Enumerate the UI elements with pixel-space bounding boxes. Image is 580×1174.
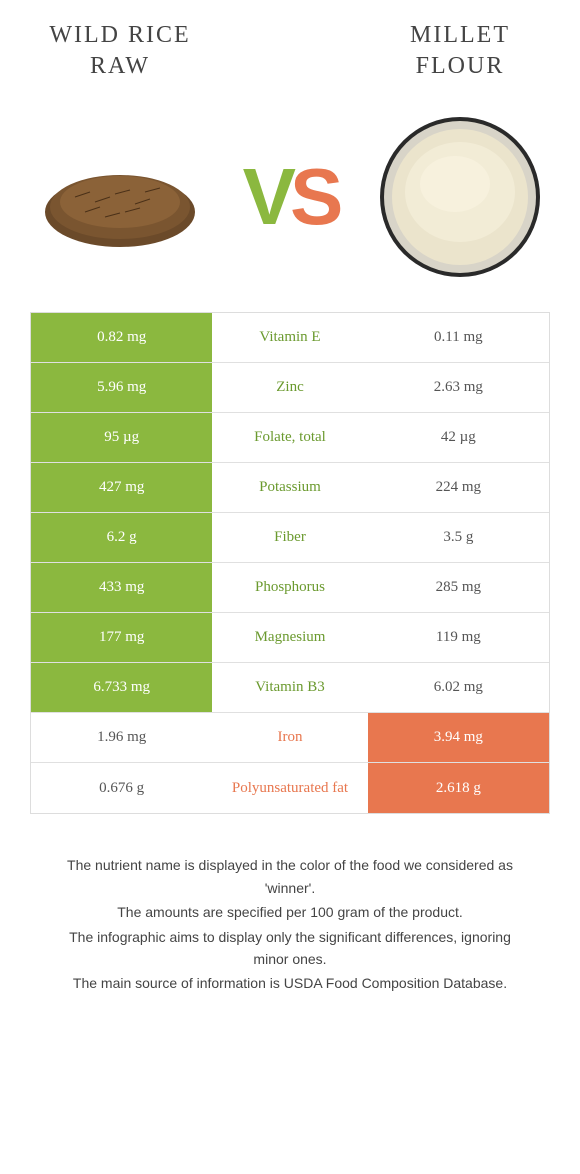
nutrient-table: 0.82 mgVitamin E0.11 mg5.96 mgZinc2.63 m… [30, 312, 550, 814]
left-value: 5.96 mg [31, 363, 212, 412]
title-right-line2: FLOUR [370, 51, 550, 82]
title-right: MILLET FLOUR [370, 20, 550, 82]
right-value: 2.63 mg [368, 363, 549, 412]
nutrient-name: Vitamin B3 [212, 663, 367, 712]
hero-row: VS [30, 112, 550, 282]
left-value: 0.676 g [31, 763, 212, 813]
title-left-line2: RAW [30, 51, 210, 82]
footer-line4: The main source of information is USDA F… [50, 972, 530, 994]
table-row: 0.82 mgVitamin E0.11 mg [31, 313, 549, 363]
right-value: 285 mg [368, 563, 549, 612]
footer-line3: The infographic aims to display only the… [50, 926, 530, 971]
title-left: WILD RICE RAW [30, 20, 210, 82]
right-value: 2.618 g [368, 763, 549, 813]
table-row: 0.676 gPolyunsaturated fat2.618 g [31, 763, 549, 813]
footer-notes: The nutrient name is displayed in the co… [30, 854, 550, 994]
nutrient-name: Potassium [212, 463, 367, 512]
right-value: 3.94 mg [368, 713, 549, 762]
left-value: 177 mg [31, 613, 212, 662]
footer-line2: The amounts are specified per 100 gram o… [50, 901, 530, 923]
nutrient-name: Iron [212, 713, 367, 762]
table-row: 433 mgPhosphorus285 mg [31, 563, 549, 613]
table-row: 6.2 gFiber3.5 g [31, 513, 549, 563]
left-value: 6.733 mg [31, 663, 212, 712]
left-value: 1.96 mg [31, 713, 212, 762]
left-value: 427 mg [31, 463, 212, 512]
header: WILD RICE RAW MILLET FLOUR [30, 20, 550, 82]
nutrient-name: Magnesium [212, 613, 367, 662]
left-value: 6.2 g [31, 513, 212, 562]
right-value: 42 µg [368, 413, 549, 462]
table-row: 1.96 mgIron3.94 mg [31, 713, 549, 763]
table-row: 427 mgPotassium224 mg [31, 463, 549, 513]
nutrient-name: Phosphorus [212, 563, 367, 612]
nutrient-name: Fiber [212, 513, 367, 562]
table-row: 6.733 mgVitamin B36.02 mg [31, 663, 549, 713]
nutrient-name: Zinc [212, 363, 367, 412]
nutrient-name: Vitamin E [212, 313, 367, 362]
title-right-line1: MILLET [370, 20, 550, 51]
table-row: 177 mgMagnesium119 mg [31, 613, 549, 663]
right-value: 6.02 mg [368, 663, 549, 712]
vs-s: S [290, 152, 337, 241]
nutrient-name: Polyunsaturated fat [212, 763, 367, 813]
nutrient-name: Folate, total [212, 413, 367, 462]
infographic-container: WILD RICE RAW MILLET FLOUR VS [0, 0, 580, 1017]
title-left-line1: WILD RICE [30, 20, 210, 51]
vs-label: VS [243, 151, 338, 243]
millet-flour-image [375, 112, 545, 282]
left-value: 0.82 mg [31, 313, 212, 362]
left-value: 95 µg [31, 413, 212, 462]
right-value: 0.11 mg [368, 313, 549, 362]
vs-v: V [243, 152, 290, 241]
left-value: 433 mg [31, 563, 212, 612]
wild-rice-image [35, 112, 205, 282]
right-value: 3.5 g [368, 513, 549, 562]
footer-line1: The nutrient name is displayed in the co… [50, 854, 530, 899]
right-value: 224 mg [368, 463, 549, 512]
table-row: 95 µgFolate, total42 µg [31, 413, 549, 463]
right-value: 119 mg [368, 613, 549, 662]
table-row: 5.96 mgZinc2.63 mg [31, 363, 549, 413]
